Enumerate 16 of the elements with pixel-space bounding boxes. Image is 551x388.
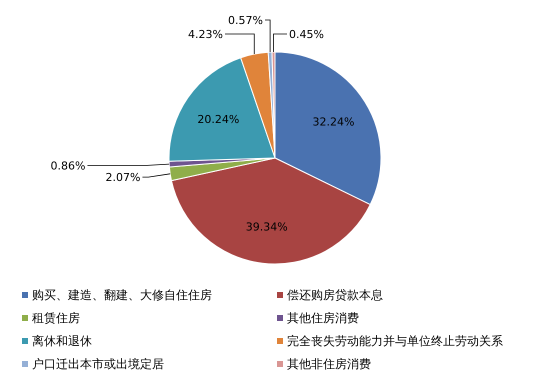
legend-label: 其他非住房消费	[287, 357, 371, 371]
data-label: 2.07%	[105, 171, 140, 184]
data-label: 20.24%	[197, 112, 240, 126]
legend-label: 离休和退休	[32, 334, 92, 348]
data-label: 32.24%	[312, 116, 354, 129]
legend-label: 户口迁出本市或出境定居	[32, 357, 164, 371]
data-label: 39.34%	[246, 220, 288, 234]
legend-label: 其他住房消费	[287, 311, 359, 325]
data-label: 0.45%	[289, 28, 324, 41]
legend-label: 完全丧失劳动能力并与单位终止劳动关系	[287, 334, 503, 348]
legend-label: 租赁住房	[32, 311, 80, 325]
data-label: 0.57%	[228, 14, 263, 27]
data-label: 4.23%	[188, 28, 223, 41]
data-label: 0.86%	[50, 159, 86, 172]
legend-label: 偿还购房贷款本息	[287, 288, 383, 302]
legend-label: 购买、建造、翻建、大修自住住房	[32, 288, 212, 302]
